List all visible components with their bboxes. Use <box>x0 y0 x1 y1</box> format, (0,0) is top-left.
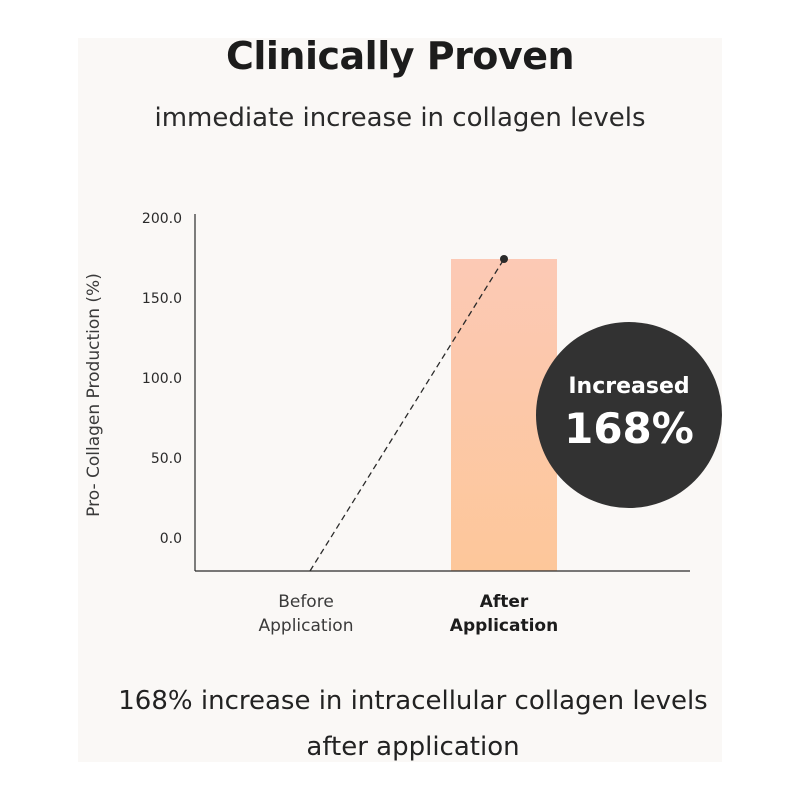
badge-value: 168% <box>564 404 694 453</box>
y-tick-label: 50.0 <box>150 451 182 467</box>
y-tick-label: 0.0 <box>159 531 182 547</box>
y-tick-label: 200.0 <box>141 211 182 227</box>
x-tick-label: After Application <box>449 592 559 636</box>
increase-badge: Increased 168% <box>536 322 722 508</box>
trend-line <box>309 258 505 572</box>
trend-point <box>500 255 508 263</box>
caption-line-1: 168% increase in intracellular collagen … <box>118 686 708 716</box>
y-tick-label: 100.0 <box>141 371 182 387</box>
trend-line-group <box>309 255 508 572</box>
page-title: Clinically Proven <box>225 34 575 78</box>
page-subtitle: immediate increase in collagen levels <box>154 103 646 133</box>
x-tick-label: Before Application <box>258 592 354 636</box>
y-tick-label: 150.0 <box>141 291 182 307</box>
badge-label: Increased <box>568 374 690 399</box>
caption-line-2: after application <box>306 732 520 762</box>
